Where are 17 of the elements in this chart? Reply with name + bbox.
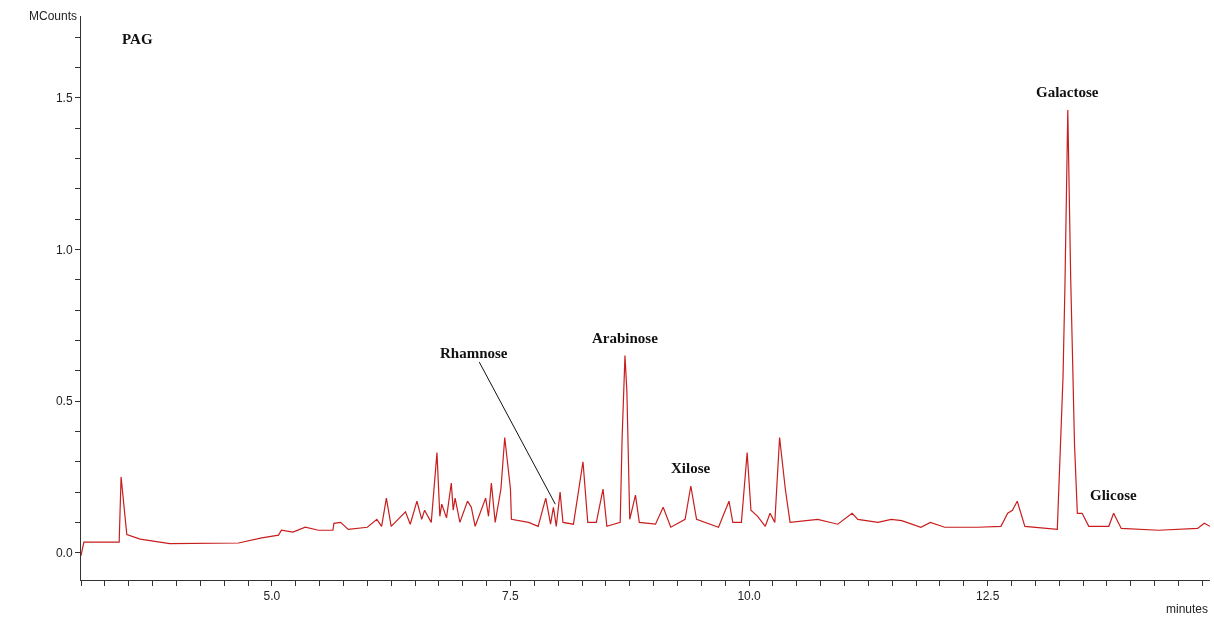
x-axis-title: minutes [1166,602,1209,616]
x-tick-label: 7.5 [502,589,520,604]
y-tick-label: 1.5 [55,91,73,106]
y-tick-label: 0.5 [55,394,73,409]
y-tick-label: 1.0 [55,242,73,257]
annotation: Xilose [671,460,711,476]
x-tick-label: 10.0 [737,589,762,604]
line-series [81,109,1210,557]
y-axis-title: MCounts [29,9,78,23]
text: PAG [122,31,153,47]
x-tick-label: 12.5 [975,589,1000,604]
annotation: Arabinose [592,330,659,346]
x-tick-label: 5.0 [263,589,281,604]
annotation: Glicose [1090,487,1137,503]
y-tick-label: 0.0 [55,545,73,560]
annotation: Rhamnose [440,345,508,361]
annotation: Galactose [1036,84,1099,100]
